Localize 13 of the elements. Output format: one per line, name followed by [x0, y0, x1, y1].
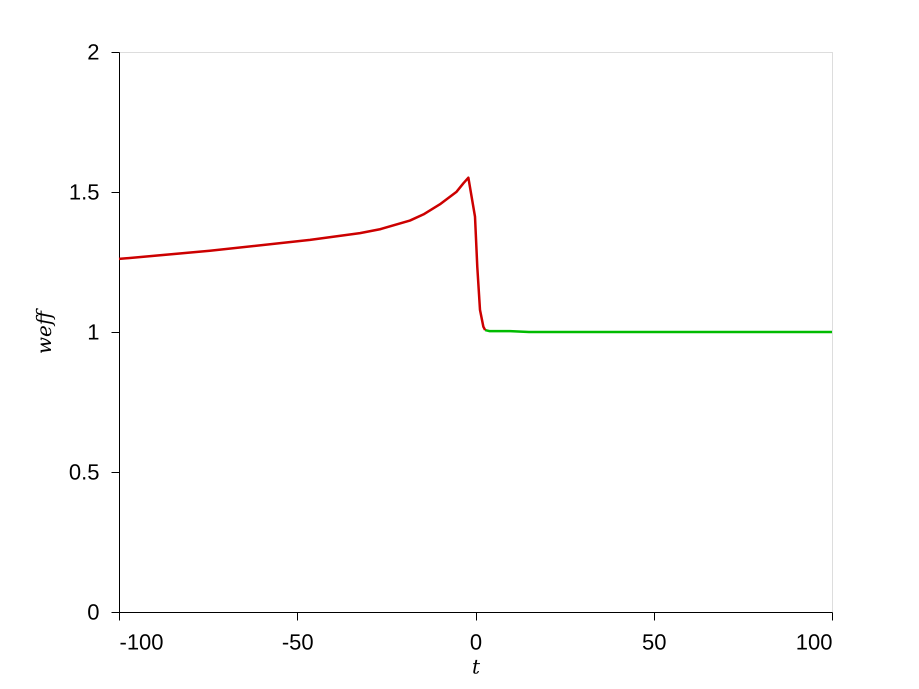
y-tick-label: 1 — [87, 320, 100, 344]
x-tick-label: 100 — [796, 630, 832, 654]
y-tick-label: 1.5 — [68, 180, 100, 204]
x-tick-label: 50 — [642, 630, 666, 654]
y-tick-label: 0 — [87, 600, 100, 624]
x-axis-title: t — [472, 654, 481, 678]
y-tick-label: 2 — [87, 40, 100, 64]
y-tick-label: 0.5 — [68, 460, 100, 484]
x-tick-label: -100 — [120, 630, 164, 654]
x-tick-label: -50 — [282, 630, 314, 654]
x-tick-label: 0 — [470, 630, 482, 654]
line-series — [118, 176, 486, 332]
y-axis-title: weff — [32, 307, 56, 354]
